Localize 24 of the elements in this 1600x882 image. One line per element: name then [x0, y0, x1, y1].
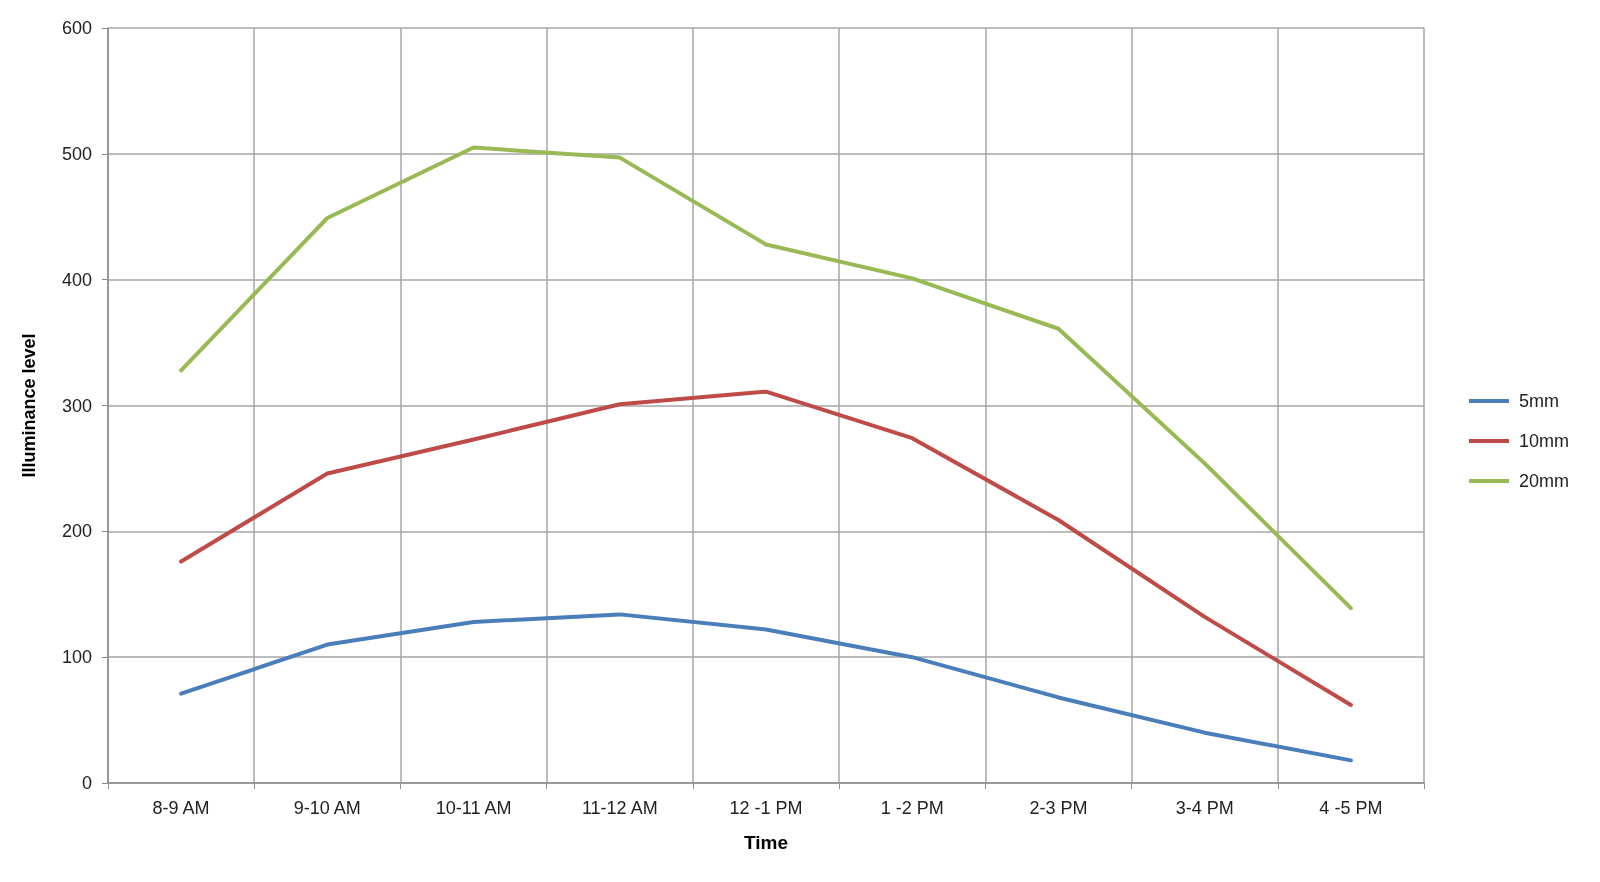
x-tick-label: 9-10 AM: [293, 798, 361, 818]
y-tick-label: 0: [81, 773, 92, 793]
line-series: [179, 145, 1353, 611]
y-axis-title: Illuminance level: [19, 333, 39, 478]
x-axis-title: Time: [743, 832, 789, 853]
legend-label: 10mm: [1518, 431, 1570, 451]
x-tick-label: 11-12 AM: [581, 798, 658, 818]
y-tick-label: 200: [61, 521, 92, 542]
y-tick-label: 300: [61, 395, 92, 416]
x-tick-label: 4 -5 PM: [1319, 798, 1383, 818]
y-tick-label: 500: [61, 143, 92, 164]
y-tick-label: 100: [61, 647, 92, 668]
x-tick-label: 3-4 PM: [1175, 798, 1234, 818]
x-tick-label: 10-11 AM: [435, 798, 512, 818]
x-tick-label: 2-3 PM: [1029, 798, 1088, 818]
line-series: [179, 612, 1353, 763]
x-tick-label: 8-9 AM: [152, 798, 210, 818]
line-series: [179, 389, 1353, 707]
y-tick-label: 600: [61, 18, 92, 38]
legend-label: 20mm: [1518, 471, 1570, 491]
y-tick-label: 400: [61, 269, 92, 290]
legend-label: 5mm: [1518, 391, 1559, 411]
x-tick-label: 1 -2 PM: [880, 798, 944, 818]
x-tick-label: 12 -1 PM: [729, 798, 803, 818]
